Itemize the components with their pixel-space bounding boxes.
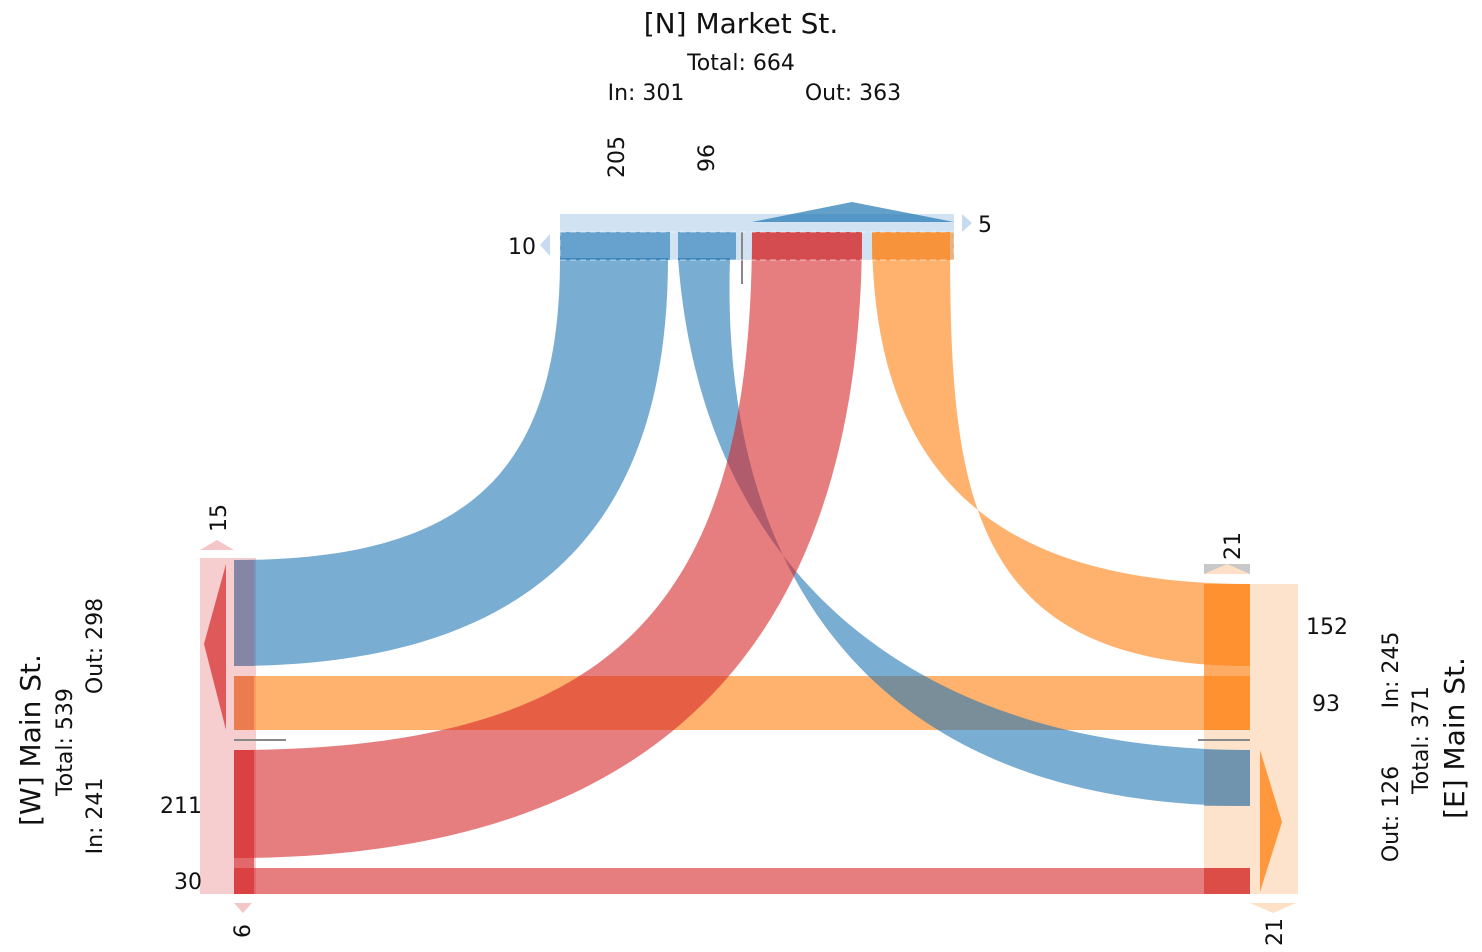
west-in: In: 241	[83, 778, 108, 855]
west-flow-to-east-label: 30	[174, 870, 202, 895]
east-street-name: [E] Main St.	[1438, 657, 1471, 819]
north-flow-to-west-label: 205	[605, 136, 630, 178]
east-out-arrow	[1260, 750, 1282, 892]
north-out: Out: 363	[805, 81, 901, 106]
north-in-strip-west	[560, 232, 670, 260]
west-strip-blue	[234, 560, 254, 666]
north-flow-to-east-label: 96	[695, 144, 720, 172]
flow-west-to-north	[234, 232, 862, 858]
west-top-arrow	[200, 540, 234, 550]
east-top-label: 21	[1221, 532, 1246, 560]
east-total: Total: 371	[1409, 686, 1434, 795]
west-strip-red	[234, 750, 254, 894]
north-total: Total: 664	[686, 51, 795, 76]
north-dashed-frame	[559, 231, 955, 261]
north-uturn-arrow	[540, 234, 550, 256]
east-flow-to-north-label: 152	[1306, 615, 1348, 640]
flow-east-to-west	[234, 676, 1250, 730]
west-top-label: 15	[207, 504, 232, 532]
west-out-arrow	[204, 564, 226, 730]
flow-east-to-north	[872, 232, 1250, 666]
east-flow-to-west-label: 93	[1312, 692, 1340, 717]
north-right-arrow	[962, 214, 972, 232]
west-bottom-arrow	[234, 903, 252, 913]
east-in: In: 245	[1379, 632, 1404, 709]
north-right-label: 5	[978, 213, 992, 238]
north-in: In: 301	[608, 81, 685, 106]
north-out-strip-east	[872, 232, 954, 260]
north-out-strip-west	[752, 232, 862, 260]
west-out: Out: 298	[83, 598, 108, 694]
east-bottom-arrow	[1250, 903, 1296, 913]
flow-west-to-east	[234, 868, 1250, 894]
west-bottom-label: 6	[231, 924, 256, 938]
east-strip-orange	[1204, 584, 1250, 730]
north-street-name: [N] Market St.	[644, 7, 839, 40]
north-uturn-label: 10	[508, 235, 536, 260]
north-out-arrow	[752, 202, 954, 222]
west-strip-orange	[234, 676, 254, 730]
east-bottom-label: 21	[1263, 918, 1288, 946]
west-flow-to-north-label: 211	[160, 794, 202, 819]
east-strip-blue	[1204, 750, 1250, 806]
east-out: Out: 126	[1379, 766, 1404, 862]
west-street-name: [W] Main St.	[14, 654, 47, 826]
flow-north-to-east	[678, 258, 1250, 806]
flow-north-to-west	[234, 258, 668, 666]
east-top-arrow	[1204, 564, 1250, 574]
east-strip-red	[1204, 868, 1250, 894]
west-total: Total: 539	[53, 688, 78, 797]
north-in-strip-east	[678, 232, 736, 260]
